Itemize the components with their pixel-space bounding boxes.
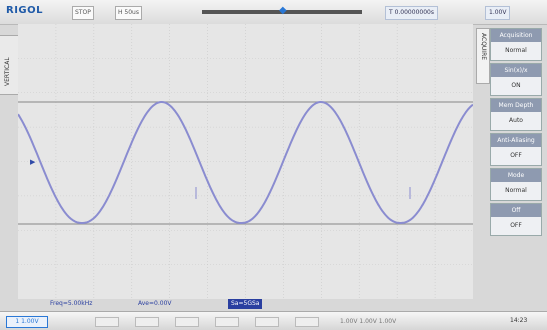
decode-button[interactable]	[295, 317, 319, 327]
menu-item-value: ON	[511, 82, 521, 89]
channel1-waveform	[17, 101, 474, 224]
vertical-tab[interactable]: VERTICAL	[0, 35, 19, 95]
clock-readout: 14:23	[510, 317, 528, 324]
menu-item-value: OFF	[510, 222, 522, 229]
menu-item-title: Mode	[491, 169, 541, 182]
menu-item-title: Sin(x)/x	[491, 64, 541, 77]
acquire-tab[interactable]: ACQUIRE	[476, 28, 490, 84]
menu-item-title: Off	[491, 204, 541, 217]
channel1-button[interactable]: 1 1.00V	[6, 316, 48, 328]
menu-item[interactable]: Acquisition Normal	[490, 28, 542, 61]
ref-button[interactable]	[255, 317, 279, 327]
menu-item[interactable]: Off OFF	[490, 203, 542, 236]
acquire-tab-label: ACQUIRE	[480, 33, 487, 61]
rigol-logo: RIGOL	[6, 5, 44, 16]
menu-item-value: Normal	[505, 187, 527, 194]
menu-item[interactable]: Anti-Aliasing OFF	[490, 133, 542, 166]
menu-item-title: Anti-Aliasing	[491, 134, 541, 147]
waveform-grid	[17, 24, 474, 299]
run-stop-indicator[interactable]: STOP	[72, 6, 94, 20]
top-toolbar: RIGOL STOP H 50us ◆ T 0.00000000s 1.00V	[0, 0, 547, 25]
channel2-button[interactable]	[95, 317, 119, 327]
sample-rate-readout[interactable]: Sa=5GSa	[228, 299, 263, 309]
timebase-scrollbar[interactable]	[202, 10, 362, 14]
softkey-menu: Acquisition Normal Sin(x)/x ON Mem Depth Au…	[490, 28, 542, 238]
menu-item[interactable]: Mem Depth Auto	[490, 98, 542, 131]
menu-item-title: Acquisition	[491, 29, 541, 42]
channel4-button[interactable]	[175, 317, 199, 327]
menu-item[interactable]: Sin(x)/x ON	[490, 63, 542, 96]
average-readout: Ave=0.00V	[138, 300, 172, 307]
channel-info-text: 1.00V 1.00V 1.00V	[340, 318, 397, 325]
channel3-button[interactable]	[135, 317, 159, 327]
menu-item-value: Normal	[505, 47, 527, 54]
frequency-readout: Freq=5.00kHz	[50, 300, 93, 307]
timebase-readout[interactable]: H 50us	[115, 6, 142, 20]
trigger-position-marker[interactable]: ◆	[279, 5, 287, 16]
channel-marker-icon[interactable]: ▶	[30, 158, 36, 166]
oscilloscope-screen[interactable]	[17, 24, 474, 299]
trigger-level-readout[interactable]: 1.00V	[485, 6, 511, 20]
menu-item-value: Auto	[509, 117, 523, 124]
bottom-toolbar: 1 1.00V 1.00V 1.00V 1.00V 14:23	[0, 311, 547, 330]
menu-item-value: OFF	[510, 152, 522, 159]
math-button[interactable]	[215, 317, 239, 327]
vertical-tab-label: VERTICAL	[4, 57, 11, 86]
trigger-time-readout[interactable]: T 0.00000000s	[385, 6, 438, 20]
menu-item-title: Mem Depth	[491, 99, 541, 112]
menu-item[interactable]: Mode Normal	[490, 168, 542, 201]
